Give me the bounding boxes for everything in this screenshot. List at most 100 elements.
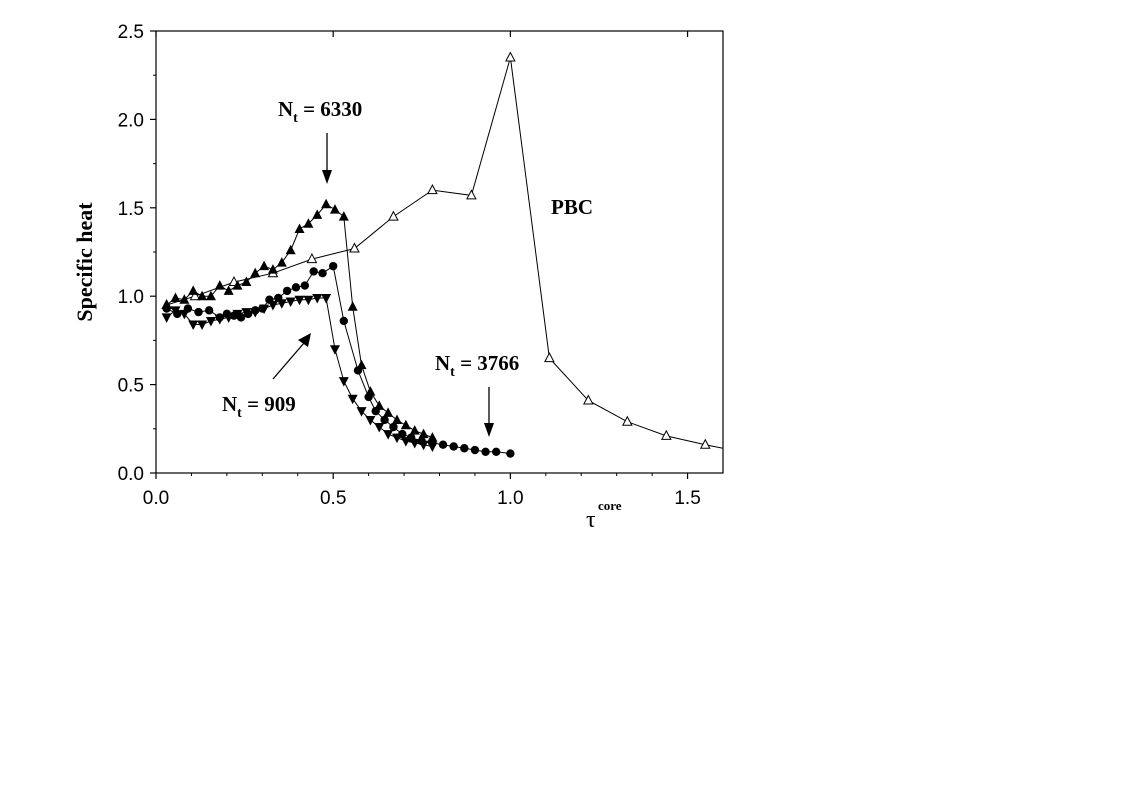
data-point	[188, 320, 199, 330]
annotation-nt-909-arrow	[272, 342, 305, 380]
axis-ticks	[150, 30, 689, 479]
x-tick-labels: 0.0 0.5 1.0 1.5	[143, 488, 701, 509]
data-point	[170, 306, 181, 316]
data-point	[365, 415, 376, 426]
y-axis-label: Specific heat	[72, 202, 97, 322]
y-tick-label: 1.5	[118, 199, 144, 220]
series-layer	[161, 51, 724, 458]
data-point	[383, 430, 394, 440]
data-point	[282, 286, 292, 296]
data-point	[391, 433, 402, 444]
data-point	[383, 407, 394, 417]
data-point	[276, 257, 287, 267]
data-point	[179, 294, 190, 304]
data-point	[427, 432, 438, 442]
data-point	[312, 293, 323, 304]
data-point	[349, 242, 360, 253]
y-tick-label: 2.5	[118, 22, 144, 43]
data-point	[179, 309, 190, 320]
data-point	[338, 211, 349, 221]
data-point	[338, 377, 349, 387]
data-point	[232, 309, 243, 320]
data-point	[285, 244, 296, 255]
data-point	[583, 394, 594, 405]
y-tick-label: 0.5	[118, 376, 144, 397]
data-point	[259, 304, 270, 315]
data-point	[621, 415, 633, 426]
data-point	[267, 264, 278, 274]
series-filled-triangle-down	[161, 293, 438, 452]
data-point	[241, 276, 252, 287]
annotation-nt-909-arrowhead	[298, 333, 311, 347]
data-point	[544, 352, 555, 363]
x-tick-label: 1.5	[674, 488, 700, 509]
data-point	[214, 315, 225, 325]
data-point	[306, 253, 318, 264]
data-point	[205, 316, 216, 327]
data-point	[389, 422, 398, 432]
data-point	[492, 447, 501, 456]
x-axis-label-symbol: τ	[586, 507, 596, 533]
data-point	[294, 223, 305, 234]
data-point	[364, 392, 373, 402]
x-tick-label: 0.0	[143, 488, 169, 509]
data-point	[347, 394, 358, 405]
data-point	[400, 419, 411, 430]
data-point	[339, 316, 349, 326]
data-point	[197, 320, 208, 330]
data-point	[194, 307, 203, 317]
annotation-nt-3766-arrowhead	[484, 423, 494, 437]
data-point	[418, 428, 429, 439]
y-tick-label: 2.0	[118, 110, 144, 131]
data-point	[353, 366, 363, 375]
data-point	[460, 444, 469, 453]
data-point	[418, 440, 429, 451]
data-point	[409, 438, 420, 449]
annotation-nt-6330-arrowhead	[322, 170, 332, 184]
data-point	[300, 281, 310, 290]
data-point	[374, 423, 385, 433]
x-tick-label: 1.0	[497, 488, 523, 509]
data-point	[449, 442, 458, 451]
data-point	[328, 261, 338, 271]
data-point	[481, 447, 490, 456]
data-point	[356, 407, 367, 417]
annotation-nt-909: Nt = 909	[222, 333, 311, 421]
data-point	[267, 301, 278, 311]
data-point	[388, 210, 399, 221]
data-point	[699, 438, 711, 449]
data-point	[506, 449, 515, 458]
data-point	[161, 313, 172, 323]
x-tick-label: 0.5	[320, 488, 346, 509]
y-tick-label: 1.0	[118, 287, 144, 308]
data-point	[409, 425, 420, 435]
x-axis-label-superscript: core	[598, 498, 622, 513]
data-point	[189, 290, 201, 301]
data-point	[318, 269, 327, 278]
annotation-nt-3766-label: Nt = 3766	[435, 351, 519, 380]
data-point	[466, 189, 477, 200]
annotation-nt-6330: Nt = 6330	[278, 97, 362, 184]
data-point	[285, 297, 296, 308]
data-point	[391, 414, 402, 424]
data-point	[197, 290, 208, 301]
data-point	[291, 283, 301, 292]
data-point	[427, 442, 438, 452]
data-point	[241, 308, 252, 318]
annotation-nt-6330-label: Nt = 6330	[278, 97, 362, 126]
data-point	[309, 267, 318, 276]
series-filled-triangle-up	[161, 198, 438, 442]
data-point	[232, 280, 243, 290]
data-point	[250, 308, 261, 318]
data-point	[223, 313, 234, 323]
data-point	[371, 406, 380, 416]
data-point	[505, 51, 516, 62]
data-point	[250, 267, 261, 278]
data-point	[312, 209, 323, 219]
data-point	[276, 299, 287, 309]
y-tick-labels: 0.0 0.5 1.0 1.5 2.0 2.5	[118, 22, 144, 485]
data-point	[400, 437, 411, 447]
data-point	[321, 293, 332, 304]
data-point	[303, 218, 314, 228]
data-point	[303, 295, 314, 306]
